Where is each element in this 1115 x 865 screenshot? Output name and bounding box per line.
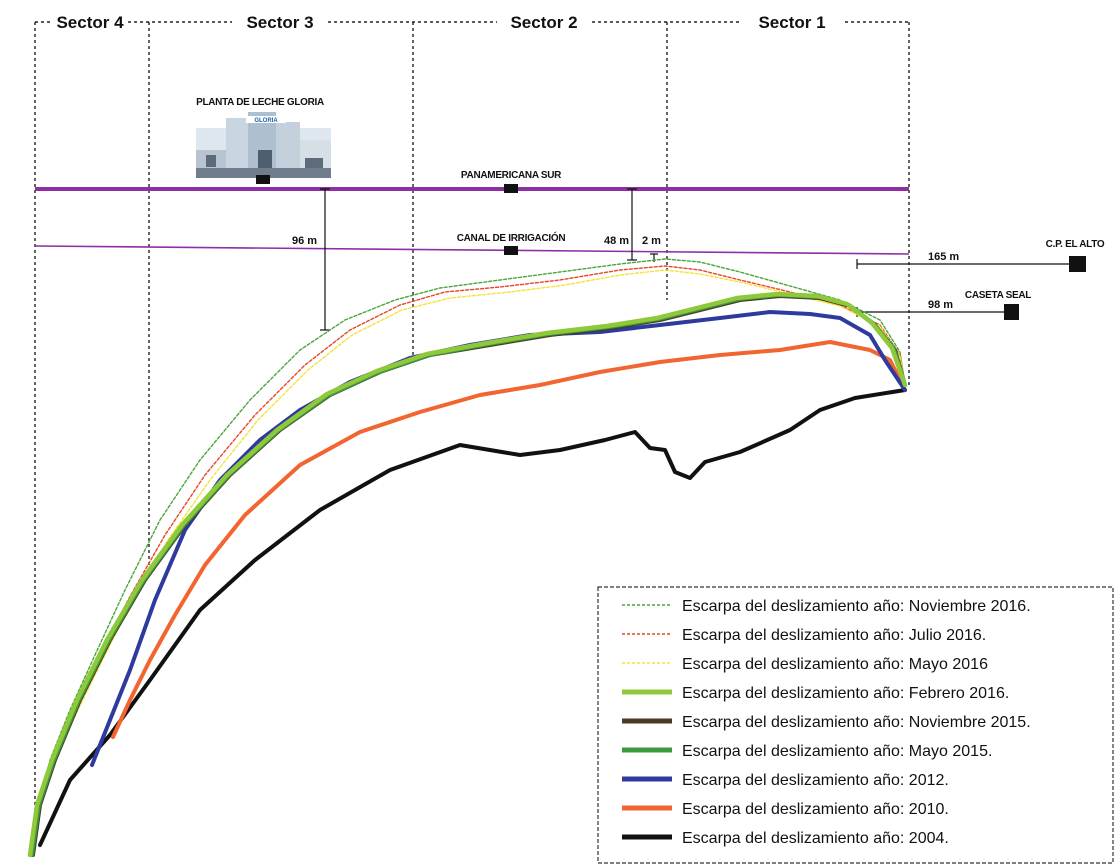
legend-label-may-2016: Escarpa del deslizamiento año: Mayo 2016: [682, 656, 988, 673]
legend-label-feb-2016: Escarpa del deslizamiento año: Febrero 2…: [682, 685, 1009, 702]
canal-label: CANAL DE IRRIGACIÓN: [457, 231, 566, 244]
scarp-2010: [111, 340, 907, 739]
distance-165m: 165 m: [928, 251, 959, 263]
canal-marker: [504, 246, 518, 255]
canal-line: [34, 245, 910, 255]
distance-2m: 2 m: [642, 235, 661, 247]
legend-label-nov-2015: Escarpa del deslizamiento año: Noviembre…: [682, 714, 1031, 731]
legend-label-may-2015: Escarpa del deslizamiento año: Mayo 2015…: [682, 743, 992, 760]
legend-label-2010: Escarpa del deslizamiento año: 2010.: [682, 801, 949, 818]
legend: Escarpa del deslizamiento año: Noviembre…: [597, 586, 1114, 864]
distance-markers: [320, 188, 1075, 331]
legend-label-2012: Escarpa del deslizamiento año: 2012.: [682, 772, 949, 789]
legend-box: [597, 586, 1114, 864]
scarp-feb-2016: [27, 291, 908, 858]
scarp-2004: [38, 388, 907, 847]
scarp-curves: [27, 258, 908, 858]
milk-plant-image: GLORIA: [196, 112, 331, 178]
sector-boundaries: [34, 21, 910, 840]
sector-2-label: Sector 2: [510, 13, 577, 32]
legend-label-2004: Escarpa del deslizamiento año: 2004.: [682, 830, 949, 847]
legend-label-jul-2016: Escarpa del deslizamiento año: Julio 201…: [682, 627, 986, 644]
plant-label: PLANTA DE LECHE GLORIA: [196, 97, 324, 108]
sector-4-label: Sector 4: [56, 13, 124, 32]
plant-sign: GLORIA: [254, 118, 278, 124]
distance-98m: 98 m: [928, 299, 953, 311]
legend-label-nov-2016: Escarpa del deslizamiento año: Noviembre…: [682, 598, 1031, 615]
highway-marker: [504, 184, 518, 193]
plant-marker: [256, 175, 270, 184]
highway-label: PANAMERICANA SUR: [461, 170, 562, 181]
distance-48m: 48 m: [604, 235, 629, 247]
village-marker: [1069, 256, 1086, 272]
village-label: C.P. EL ALTO: [1046, 239, 1105, 250]
booth-marker: [1004, 304, 1019, 320]
distance-96m: 96 m: [292, 235, 317, 247]
sector-3-label: Sector 3: [246, 13, 313, 32]
sector-1-label: Sector 1: [758, 13, 825, 32]
booth-label: CASETA SEAL: [965, 290, 1031, 301]
scarp-nov-2016: [39, 258, 906, 801]
